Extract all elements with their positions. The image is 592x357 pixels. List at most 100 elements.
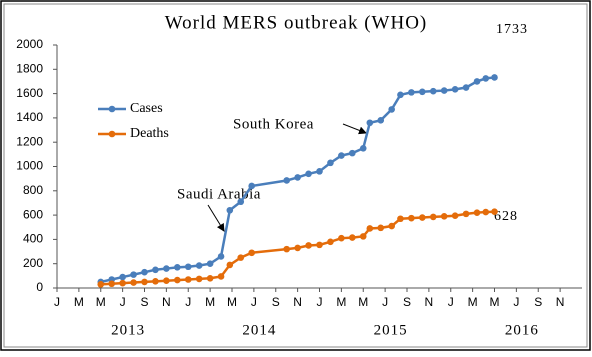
- point: [462, 210, 470, 218]
- point: [152, 278, 159, 285]
- point: [316, 241, 323, 249]
- point: [294, 244, 301, 252]
- x-tick-label: J: [120, 295, 126, 309]
- year-label: 2013: [111, 322, 145, 338]
- point: [163, 277, 170, 285]
- point: [359, 144, 367, 152]
- point: [451, 86, 459, 93]
- x-tick-label: J: [317, 295, 323, 309]
- point: [152, 266, 159, 274]
- y-tick-label: 1400: [16, 110, 43, 124]
- x-tick-label: M: [358, 295, 368, 309]
- point: [195, 262, 203, 269]
- point: [349, 149, 356, 157]
- annotation: Saudi Arabia: [177, 186, 261, 202]
- point: [248, 249, 255, 257]
- x-tick-label: M: [227, 295, 237, 309]
- point: [206, 274, 214, 282]
- x-tick-label: N: [293, 295, 302, 309]
- point: [283, 245, 290, 253]
- point: [130, 279, 137, 286]
- point: [237, 198, 245, 206]
- point: [217, 253, 225, 260]
- frame-inner: [3, 3, 588, 348]
- annotation: South Korea: [233, 116, 314, 132]
- point: [184, 263, 192, 271]
- x-tick-label: M: [96, 295, 106, 309]
- point: [359, 233, 367, 240]
- point: [491, 74, 498, 81]
- point: [305, 242, 312, 249]
- point: [408, 214, 415, 222]
- legend-marker: [108, 105, 116, 113]
- x-tick-label: N: [425, 295, 434, 309]
- point: [397, 91, 404, 99]
- x-tick-label: M: [74, 295, 84, 309]
- x-tick-label: S: [272, 295, 280, 309]
- point: [377, 224, 385, 232]
- point: [141, 268, 148, 276]
- x-tick-label: S: [403, 295, 411, 309]
- point: [366, 225, 374, 232]
- point: [130, 271, 137, 278]
- point: [462, 84, 470, 91]
- point: [327, 159, 334, 167]
- x-tick-label: J: [513, 295, 519, 309]
- point: [141, 278, 148, 286]
- point: [174, 276, 181, 284]
- point: [473, 78, 481, 85]
- x-tick-label: J: [448, 295, 454, 309]
- y-tick-label: 1600: [16, 86, 43, 100]
- legend-label: Deaths: [130, 126, 169, 141]
- year-label: 2016: [505, 322, 539, 338]
- y-tick-label: 800: [23, 183, 43, 197]
- point: [195, 275, 203, 283]
- point: [377, 117, 385, 124]
- y-tick-label: 600: [23, 207, 43, 221]
- x-tick-label: M: [205, 295, 215, 309]
- arrow: [207, 204, 225, 232]
- point: [338, 234, 345, 242]
- point: [163, 265, 170, 272]
- year-label: 2015: [374, 322, 408, 338]
- x-tick-label: J: [54, 295, 60, 309]
- x-tick-label: N: [556, 295, 565, 309]
- point: [184, 276, 192, 283]
- annotation: 1733: [496, 22, 528, 37]
- y-tick-label: 1800: [16, 61, 43, 75]
- point: [388, 106, 395, 113]
- legend-marker: [108, 130, 116, 138]
- legend-label: Cases: [130, 101, 163, 116]
- x-tick-label: J: [382, 295, 388, 309]
- point: [174, 264, 181, 271]
- x-tick-label: M: [490, 295, 500, 309]
- year-label: 2014: [242, 322, 276, 338]
- annotation: 628: [494, 209, 518, 224]
- point: [338, 152, 345, 159]
- y-tick-label: 1000: [16, 159, 43, 173]
- point: [397, 215, 404, 223]
- y-tick-label: 0: [36, 280, 43, 294]
- point: [473, 209, 481, 216]
- point: [316, 168, 323, 175]
- point: [305, 170, 312, 178]
- point: [283, 177, 290, 184]
- x-tick-label: S: [140, 295, 148, 309]
- point: [226, 261, 234, 269]
- point: [451, 212, 459, 220]
- point: [119, 279, 126, 287]
- point: [366, 119, 374, 127]
- point: [119, 273, 126, 281]
- point: [419, 214, 426, 221]
- point: [482, 208, 490, 216]
- x-tick-label: J: [251, 295, 257, 309]
- x-tick-label: N: [162, 295, 171, 309]
- y-tick-label: 1200: [16, 134, 43, 148]
- y-tick-label: 200: [23, 256, 43, 270]
- point: [482, 75, 490, 82]
- arrow: [342, 123, 367, 135]
- point: [97, 281, 105, 288]
- point: [226, 206, 234, 214]
- y-tick-label: 400: [23, 232, 43, 246]
